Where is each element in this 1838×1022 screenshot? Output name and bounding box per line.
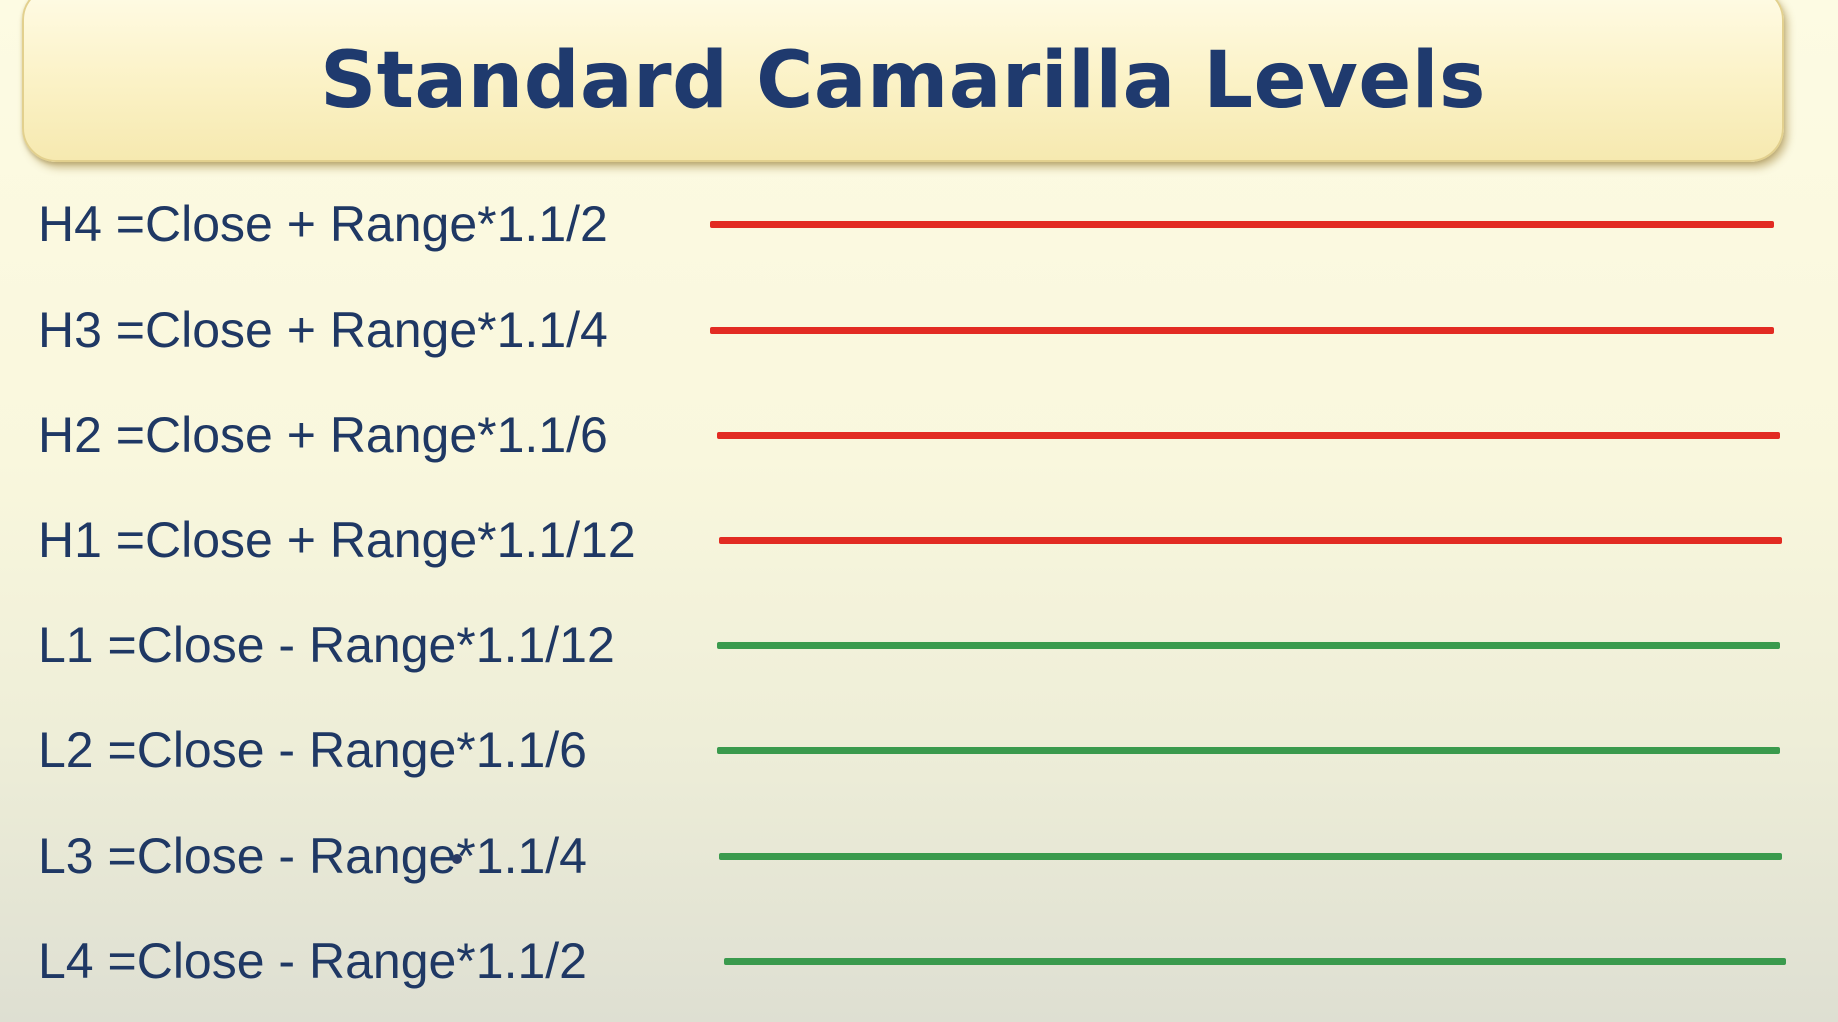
level-formula-l4: L4 =Close - Range*1.1/2 — [38, 933, 587, 989]
level-formula-l1: L1 =Close - Range*1.1/12 — [38, 617, 615, 673]
level-line-h4 — [710, 221, 1774, 228]
level-row-h2: H2 =Close + Range*1.1/6 — [0, 395, 1838, 475]
level-formula-h2: H2 =Close + Range*1.1/6 — [38, 407, 608, 463]
level-row-h4: H4 =Close + Range*1.1/2 — [0, 184, 1838, 264]
level-formula-h3: H3 =Close + Range*1.1/4 — [38, 302, 608, 358]
level-row-l2: L2 =Close - Range*1.1/6 — [0, 710, 1838, 790]
level-formula-l3: L3 =Close - Range*1.1/4 — [38, 828, 587, 884]
level-row-h3: H3 =Close + Range*1.1/4 — [0, 290, 1838, 370]
level-formula-l2: L2 =Close - Range*1.1/6 — [38, 722, 587, 778]
level-line-l1 — [717, 642, 1780, 649]
title-banner: Standard Camarilla Levels — [22, 0, 1784, 162]
level-row-l1: L1 =Close - Range*1.1/12 — [0, 605, 1838, 685]
level-line-l2 — [717, 747, 1780, 754]
level-row-h1: H1 =Close + Range*1.1/12 — [0, 500, 1838, 580]
level-formula-h1: H1 =Close + Range*1.1/12 — [38, 512, 636, 568]
page-title: Standard Camarilla Levels — [320, 36, 1486, 126]
level-row-l4: L4 =Close - Range*1.1/2 — [0, 921, 1838, 1001]
level-line-h3 — [710, 327, 1774, 334]
level-line-h1 — [719, 537, 1782, 544]
level-formula-h4: H4 =Close + Range*1.1/2 — [38, 196, 608, 252]
level-row-l3: L3 =Close - Range*1.1/4 — [0, 816, 1838, 896]
level-line-l3 — [719, 853, 1782, 860]
level-line-h2 — [717, 432, 1780, 439]
mouse-cursor-icon — [452, 854, 462, 864]
level-line-l4 — [724, 958, 1786, 965]
